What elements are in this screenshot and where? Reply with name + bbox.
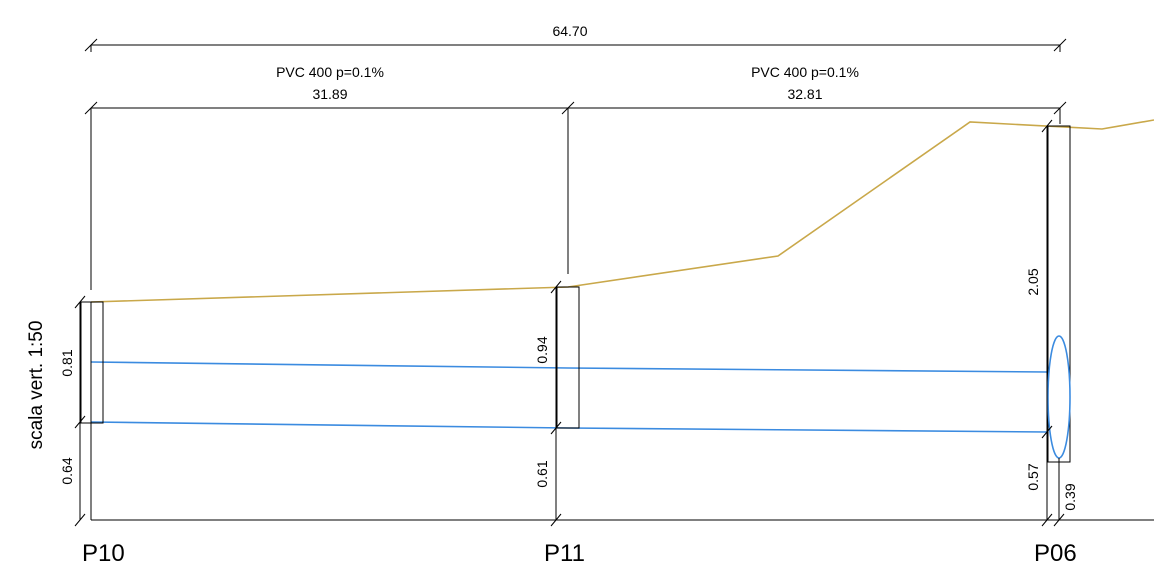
manhole-p06: [1041, 119, 1071, 527]
ground-profile-line: [90, 119, 1154, 303]
p06-label: P06: [1034, 540, 1077, 567]
p10-label: P10: [82, 540, 125, 567]
p11-depth-lower: 0.61: [534, 460, 550, 487]
p11-depth-upper: 0.94: [534, 336, 550, 363]
vertical-scale-label: scala vert. 1:50: [26, 321, 47, 450]
p10-depth-lower: 0.64: [59, 457, 75, 484]
overall-length-label: 64.70: [552, 23, 587, 39]
pipe-invert-line: [90, 421, 1048, 433]
manhole-p10: [74, 295, 104, 527]
segment-2-length: 32.81: [787, 86, 822, 102]
segment-2-pipe-spec: PVC 400 p=0.1%: [751, 64, 859, 80]
segment-dimension: [84, 101, 1067, 290]
p06-depth-upper: 2.05: [1025, 268, 1041, 295]
p11-label: P11: [544, 540, 585, 567]
p06-pipe-section: [1047, 335, 1071, 459]
p06-depth-lower: 0.57: [1025, 463, 1041, 490]
segment-1-pipe-spec: PVC 400 p=0.1%: [276, 64, 384, 80]
p06-depth-extra: 0.39: [1062, 483, 1078, 510]
segment-1-length: 31.89: [312, 86, 347, 102]
p10-depth-upper: 0.81: [59, 349, 75, 376]
manhole-p11: [550, 280, 580, 527]
overall-dimension: [84, 38, 1067, 52]
pipe-crown-line: [90, 361, 1048, 373]
